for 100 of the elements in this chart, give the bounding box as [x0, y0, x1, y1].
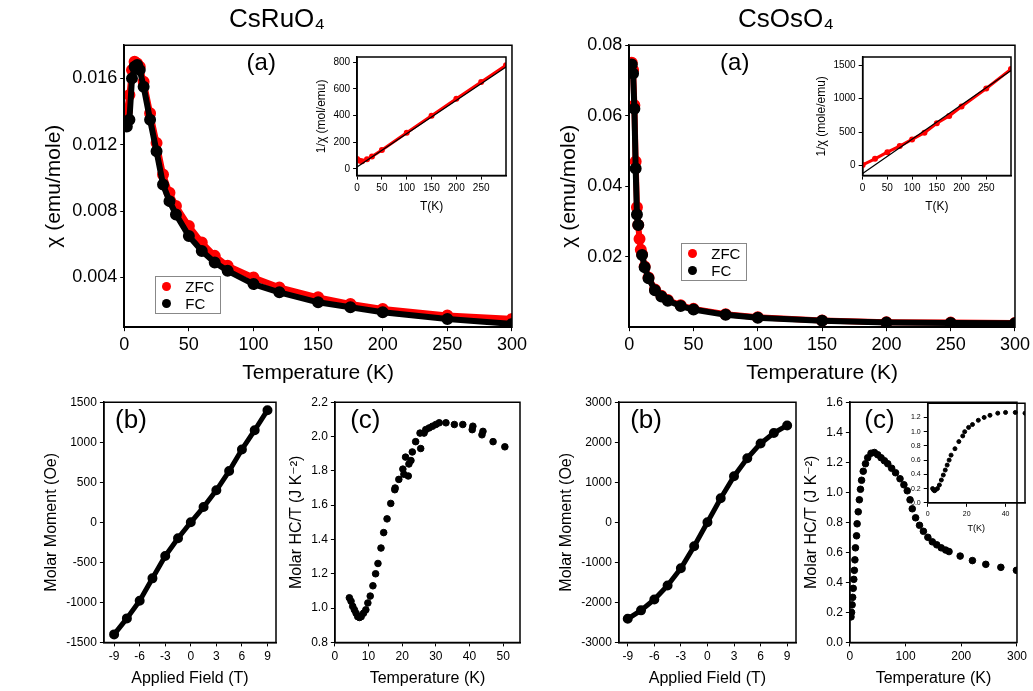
x-tick-label: 0 — [859, 182, 866, 194]
x-tick-label: 300 — [1006, 648, 1028, 663]
x-tick-label: 100 — [398, 182, 416, 194]
chart-title: CsOsO₄ — [738, 2, 834, 33]
x-tick-label: 100 — [742, 333, 773, 354]
x-tick-label: 200 — [871, 333, 902, 354]
x-tick-label: 300 — [496, 333, 528, 354]
annotation: (a) — [246, 47, 276, 75]
y-tick-label: 0.012 — [72, 133, 118, 154]
y-tick-label: 0.02 — [587, 245, 623, 266]
legend-label: ZFC — [185, 278, 215, 296]
x-axis-title: T(K) — [925, 199, 949, 214]
legend-label: FC — [185, 295, 206, 313]
y-tick-label: 1.0 — [826, 484, 844, 499]
y-tick-label: 800 — [333, 56, 351, 68]
y-axis-title: Molar HC/T (J K⁻²) — [287, 455, 305, 590]
y-tick-label: 1.8 — [311, 463, 329, 478]
x-tick-label: -9 — [622, 648, 634, 663]
y-tick-label: -1000 — [581, 554, 613, 569]
y-tick-label: 200 — [333, 136, 351, 148]
y-tick-label: 0.8 — [826, 514, 844, 529]
x-tick-label: 3 — [213, 648, 221, 663]
y-tick-label: -2000 — [581, 594, 613, 609]
y-tick-label: 500 — [76, 474, 98, 489]
x-tick-label: 6 — [238, 648, 246, 663]
y-tick-label: 0 — [850, 159, 857, 171]
y-tick-label: 500 — [838, 125, 857, 137]
y-axis-title: χ (emu/mole) — [556, 124, 580, 248]
y-tick-label: 600 — [333, 82, 351, 94]
x-tick-label: 3 — [730, 648, 738, 663]
x-tick-label: 150 — [928, 182, 946, 194]
x-tick-label: 250 — [935, 333, 966, 354]
y-tick-label: 0.08 — [587, 34, 623, 55]
legend-label: ZFC — [711, 244, 741, 262]
chart-title: CsRuO₄ — [229, 2, 325, 33]
x-tick-label: 200 — [951, 648, 972, 663]
x-tick-label: 150 — [807, 333, 838, 354]
x-tick-label: 40 — [462, 648, 477, 663]
y-tick-label: 1.4 — [311, 531, 329, 546]
y-tick-label: 1.4 — [826, 424, 844, 439]
x-axis-title: Temperature (K) — [242, 360, 394, 384]
x-axis-title: T(K) — [967, 523, 986, 534]
y-tick-label: 0.0 — [826, 634, 844, 649]
annotation: (b) — [115, 404, 147, 435]
x-tick-label: 250 — [977, 182, 996, 194]
x-tick-label: 50 — [683, 333, 704, 354]
x-tick-label: 6 — [757, 648, 765, 663]
x-tick-label: 50 — [881, 182, 894, 194]
x-tick-label: 30 — [429, 648, 443, 663]
y-axis-title: 1/χ (mole/emu) — [813, 76, 828, 157]
y-tick-label: 0.004 — [72, 266, 118, 287]
y-tick-label: 1500 — [833, 58, 857, 70]
y-tick-label: -500 — [72, 554, 98, 569]
y-tick-label: 0.008 — [72, 200, 118, 221]
y-tick-label: 2.2 — [311, 394, 329, 409]
x-tick-label: 250 — [432, 333, 463, 354]
annotation: (a) — [720, 47, 750, 75]
x-tick-label: 300 — [999, 333, 1031, 354]
y-tick-label: 1500 — [70, 394, 98, 409]
x-tick-label: 200 — [953, 182, 971, 194]
y-tick-label: 0.016 — [72, 67, 118, 88]
x-axis-title: Applied Field (T) — [648, 668, 767, 686]
x-tick-label: 9 — [264, 648, 272, 663]
x-tick-label: 50 — [178, 333, 199, 354]
annotation: (c) — [350, 404, 381, 435]
y-tick-label: 1.6 — [826, 394, 844, 409]
y-axis-title: Molar HC/T (J K⁻²) — [802, 455, 820, 590]
x-tick-label: 0 — [354, 182, 361, 194]
y-tick-label: 1000 — [833, 92, 857, 104]
y-tick-label: 0.2 — [826, 604, 844, 619]
y-axis-title: χ (emu/mole) — [41, 124, 65, 248]
x-axis-title: Temperature (K) — [746, 360, 898, 384]
x-tick-label: -9 — [108, 648, 120, 663]
x-tick-label: 100 — [238, 333, 269, 354]
y-tick-label: 1.2 — [311, 566, 329, 581]
x-tick-label: -3 — [159, 648, 171, 663]
x-tick-label: 9 — [783, 648, 791, 663]
x-axis-title: Temperature (K) — [875, 668, 992, 686]
x-tick-label: 100 — [895, 648, 916, 663]
y-tick-label: 1.6 — [311, 497, 329, 512]
x-tick-label: 250 — [472, 182, 490, 194]
y-tick-label: -1500 — [66, 634, 98, 649]
y-tick-label: 3000 — [585, 394, 613, 409]
y-axis-title: Molar Moment (Oe) — [42, 452, 60, 592]
x-tick-label: 150 — [303, 333, 334, 354]
y-tick-label: -3000 — [581, 634, 613, 649]
y-tick-label: 1.0 — [311, 600, 329, 615]
x-tick-label: 0 — [187, 648, 195, 663]
y-tick-label: 0 — [344, 162, 351, 174]
y-tick-label: 1.2 — [826, 454, 844, 469]
x-tick-label: 200 — [367, 333, 398, 354]
x-tick-label: -3 — [675, 648, 687, 663]
annotation: (c) — [864, 404, 895, 435]
x-tick-label: -6 — [648, 648, 660, 663]
x-axis-title: T(K) — [419, 199, 444, 214]
y-tick-label: 0.04 — [587, 175, 623, 196]
y-tick-label: 1000 — [70, 434, 98, 449]
y-tick-label: -1000 — [66, 594, 98, 609]
x-tick-label: 200 — [448, 182, 466, 194]
y-tick-label: 1000 — [585, 474, 613, 489]
